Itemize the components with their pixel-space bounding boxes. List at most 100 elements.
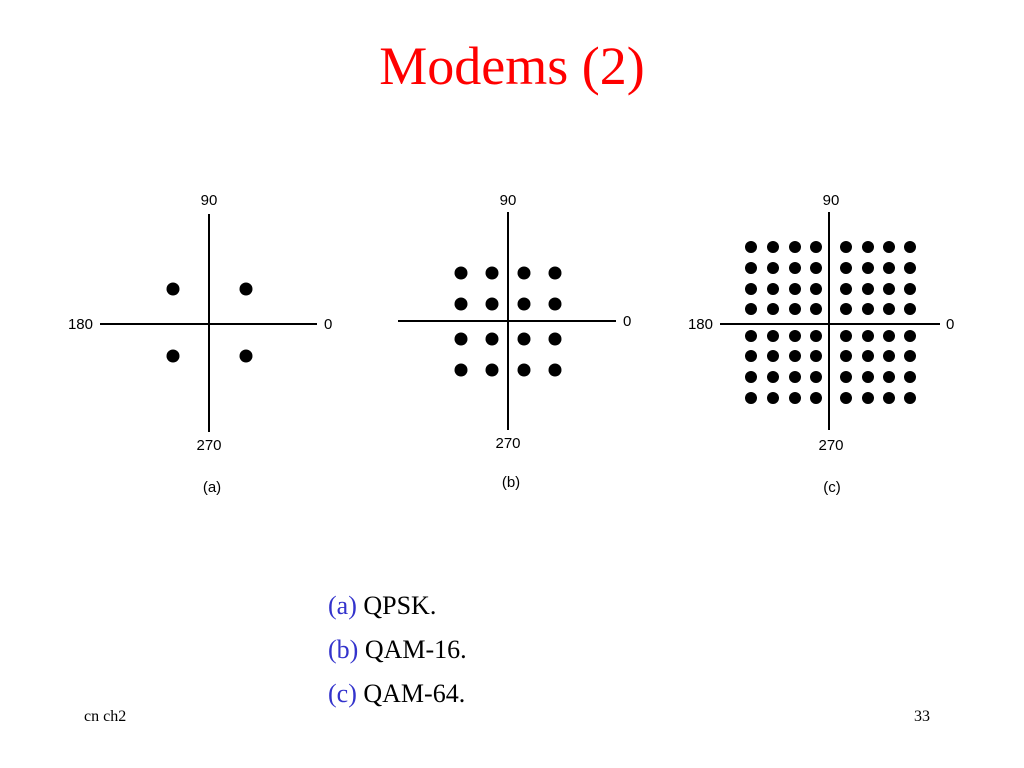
axis-label-90: 90 (201, 192, 218, 209)
constellation-point (904, 303, 916, 315)
caption-tag: (c) (328, 679, 357, 708)
constellation-point (789, 303, 801, 315)
constellation-point (517, 266, 531, 280)
constellation-point (166, 349, 180, 363)
constellation-point (548, 332, 562, 346)
figure-captions: (a) QPSK. (b) QAM-16. (c) QAM-64. (328, 584, 467, 716)
constellation-point (767, 283, 779, 295)
constellation-point (745, 262, 757, 274)
constellation-point (862, 371, 874, 383)
constellation-point (810, 283, 822, 295)
constellation-point (485, 266, 499, 280)
constellation-point (745, 392, 757, 404)
constellation-point (767, 392, 779, 404)
axis-label-270: 270 (196, 437, 221, 454)
constellation-point (883, 303, 895, 315)
constellation-point (745, 350, 757, 362)
constellation-point (745, 241, 757, 253)
constellation-point (904, 371, 916, 383)
constellation-point (904, 283, 916, 295)
constellation-qpsk: 90 180 0 270 (a) (68, 192, 332, 496)
constellation-point (883, 283, 895, 295)
constellation-point (767, 330, 779, 342)
footer-page-number: 33 (914, 708, 930, 725)
constellation-point (810, 350, 822, 362)
constellation-point (239, 349, 253, 363)
constellation-point (883, 350, 895, 362)
constellation-point (840, 241, 852, 253)
constellation-point (548, 266, 562, 280)
footer-course-label: cn ch2 (84, 708, 127, 725)
constellation-point (239, 282, 253, 296)
constellation-point (789, 241, 801, 253)
constellation-point (485, 297, 499, 311)
constellation-point (883, 392, 895, 404)
constellation-point (883, 241, 895, 253)
constellation-point (789, 283, 801, 295)
constellation-point (840, 303, 852, 315)
constellation-point (840, 392, 852, 404)
axis-label-0: 0 (946, 316, 954, 333)
constellation-point (810, 371, 822, 383)
axis-label-90: 90 (823, 192, 840, 209)
constellation-point (904, 350, 916, 362)
constellation-point (904, 262, 916, 274)
axis-label-180: 180 (688, 316, 713, 333)
constellation-points (745, 241, 916, 404)
axis-label-270: 270 (818, 437, 843, 454)
constellation-point (840, 350, 852, 362)
constellation-point (745, 283, 757, 295)
constellation-point (454, 332, 468, 346)
caption-text: QPSK. (356, 591, 437, 620)
diagram-caption: (b) (502, 474, 520, 491)
constellation-point (810, 303, 822, 315)
caption-tag: (b) (328, 635, 359, 664)
axis-label-270: 270 (495, 435, 520, 452)
constellation-point (166, 282, 180, 296)
constellation-point (745, 330, 757, 342)
constellation-point (767, 371, 779, 383)
constellation-point (767, 262, 779, 274)
axis-label-180: 180 (68, 316, 93, 333)
axis-label-0: 0 (324, 316, 332, 333)
constellation-point (840, 262, 852, 274)
constellation-point (517, 297, 531, 311)
constellation-point (767, 303, 779, 315)
constellation-point (904, 241, 916, 253)
constellation-point (862, 283, 874, 295)
constellation-point (789, 262, 801, 274)
constellation-point (862, 330, 874, 342)
constellation-point (862, 350, 874, 362)
slide-title: Modems (2) (379, 36, 645, 96)
constellation-point (883, 262, 895, 274)
constellation-point (810, 330, 822, 342)
caption-text: QAM-64. (356, 679, 466, 708)
constellation-point (548, 363, 562, 377)
constellation-point (485, 332, 499, 346)
constellation-points (454, 266, 562, 377)
constellation-point (810, 392, 822, 404)
caption-tag: (a) (328, 591, 357, 620)
constellation-point (904, 392, 916, 404)
caption-qam64: (c) QAM-64. (328, 672, 467, 716)
constellation-point (454, 363, 468, 377)
constellation-point (810, 241, 822, 253)
constellation-qam64: 90 180 0 270 (c) (688, 192, 954, 496)
caption-text: QAM-16. (358, 635, 467, 664)
constellation-point (767, 350, 779, 362)
constellation-point (862, 241, 874, 253)
constellation-diagrams: 90 180 0 270 (a) 90 0 270 (b) 90 180 0 2… (68, 192, 954, 496)
constellation-point (862, 262, 874, 274)
constellation-point (454, 297, 468, 311)
constellation-point (517, 332, 531, 346)
constellation-point (904, 330, 916, 342)
axis-label-90: 90 (500, 192, 517, 209)
constellation-point (767, 241, 779, 253)
constellation-point (883, 371, 895, 383)
constellation-point (810, 262, 822, 274)
constellation-point (862, 303, 874, 315)
caption-qam16: (b) QAM-16. (328, 628, 467, 672)
diagram-caption: (a) (203, 479, 221, 496)
constellation-point (789, 330, 801, 342)
diagram-caption: (c) (823, 479, 841, 496)
